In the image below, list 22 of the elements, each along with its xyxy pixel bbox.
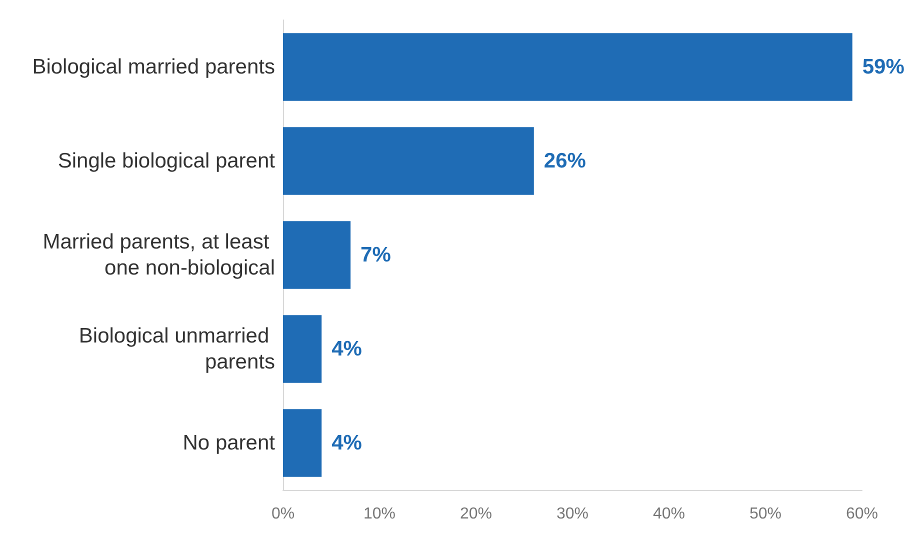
x-tick-label: 30% [556, 506, 589, 522]
data-label: 59% [862, 56, 905, 78]
bar [283, 315, 322, 383]
y-tick-label: Married parents, at least one non-biological [42, 230, 275, 280]
y-tick-label: Biological married parents [32, 56, 275, 78]
data-label: 4% [332, 338, 362, 360]
x-tick-label: 50% [749, 506, 782, 522]
data-label: 4% [332, 432, 362, 454]
bar [283, 127, 534, 195]
x-tick-label: 40% [652, 506, 686, 522]
y-tick-label: No parent [182, 432, 276, 454]
x-tick-label: 60% [846, 506, 878, 522]
data-label: 26% [544, 150, 586, 172]
bar [283, 409, 322, 477]
bar [283, 33, 852, 101]
y-tick-label: Single biological parent [58, 150, 276, 172]
bar [283, 221, 351, 289]
y-tick-label: Biological unmarried parents [78, 324, 275, 374]
x-tick-label: 0% [271, 506, 295, 522]
x-tick-label: 20% [460, 506, 492, 522]
x-tick-label: 10% [363, 506, 396, 522]
data-label: 7% [360, 244, 392, 266]
